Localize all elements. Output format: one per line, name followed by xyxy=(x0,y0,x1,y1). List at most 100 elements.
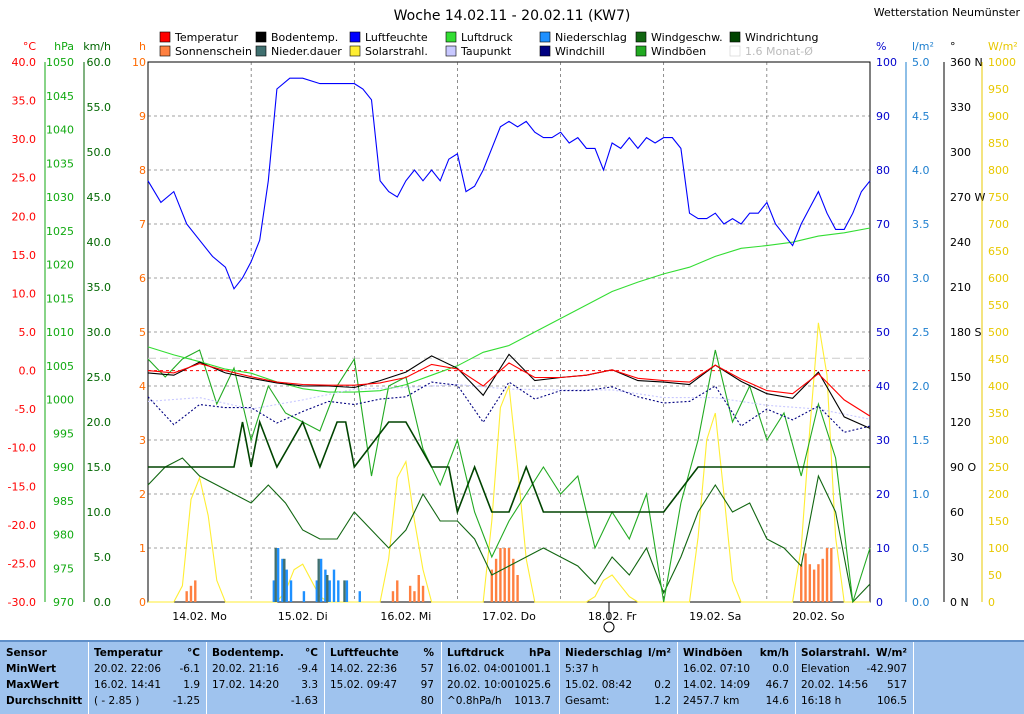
x-tick-label: 17.02. Do xyxy=(482,610,536,623)
temp-axis-tick: 10.0 xyxy=(12,287,37,300)
rain-axis-tick: 3.0 xyxy=(912,272,930,285)
temp-axis-tick: 0.0 xyxy=(19,365,37,378)
stats-label: 5:37 h xyxy=(565,663,599,675)
rain-axis-tick: 2.0 xyxy=(912,380,930,393)
temp-axis-tick: -25.0 xyxy=(8,557,36,570)
stats-column-windboeen: Windböen km/h 16.02. 07:10 0.0 14.02. 14:09 4… xyxy=(683,645,789,709)
stats-unit: km/h xyxy=(759,647,789,659)
stats-title: Temperatur xyxy=(94,647,163,659)
direction-axis-tick: 30 xyxy=(950,551,964,564)
humidity-axis-tick: 20 xyxy=(876,488,890,501)
solar-axis-tick: 250 xyxy=(988,461,1009,474)
sonnenschein-bar xyxy=(817,564,820,602)
stats-row: 5:37 h xyxy=(565,661,671,677)
legend-label: Windgeschw. xyxy=(651,31,723,44)
niederschlag-bar xyxy=(345,580,349,602)
legend-swatch xyxy=(635,45,647,57)
humidity-axis-tick: 80 xyxy=(876,164,890,177)
temp-axis-tick: 25.0 xyxy=(12,172,37,185)
luftdruck-line xyxy=(147,227,871,393)
direction-axis-unit: ° xyxy=(950,40,956,53)
sonnenschein-bar xyxy=(494,558,498,602)
stats-column-luftfeuchte: Luftfeuchte% 14.02. 22:36 57 15.02. 09:47 97… xyxy=(330,645,434,709)
stats-column-bodentemp: Bodentemp. °C 20.02. 21:16 -9.4 17.02. 14:20… xyxy=(212,645,318,709)
temp-axis-tick: 20.0 xyxy=(12,210,37,223)
pressure-axis-tick: 980 xyxy=(53,529,74,542)
pressure-axis-tick: 1020 xyxy=(46,259,74,272)
legend-label: Windchill xyxy=(555,45,605,58)
stats-row: 14.02. 22:36 57 xyxy=(330,661,434,677)
pressure-axis-tick: 1025 xyxy=(46,225,74,238)
sonnenschein-bar xyxy=(516,575,519,602)
stats-row: ^0.8hPa/h 1013.7 xyxy=(447,693,551,709)
x-tick-label: 20.02. So xyxy=(792,610,844,623)
legend-label: Sonnenschein xyxy=(175,45,252,58)
wind-axis-unit: km/h xyxy=(83,40,111,53)
station-name: Wetterstation Neumünster xyxy=(874,6,1021,19)
solar-axis-tick: 200 xyxy=(988,488,1009,501)
solar-axis-tick: 750 xyxy=(988,191,1009,204)
temp-axis-tick: -30.0 xyxy=(8,596,36,609)
pressure-axis-tick: 970 xyxy=(53,596,74,609)
stats-header: Luftdruck hPa xyxy=(447,645,551,661)
sonnenschein-bar xyxy=(800,564,803,602)
temp-axis-tick: -10.0 xyxy=(8,442,36,455)
chart-axes: 40.035.030.025.020.015.010.05.00.0-5.0-1… xyxy=(8,40,1018,609)
niederschlag-bar xyxy=(272,580,276,602)
direction-axis-tick: 90 O xyxy=(950,461,976,474)
taupunkt-line xyxy=(147,383,871,420)
humidity-axis-tick: 90 xyxy=(876,110,890,123)
legend-label: Windrichtung xyxy=(745,31,818,44)
wind-axis-tick: 15.0 xyxy=(87,461,112,474)
stats-header: Bodentemp. °C xyxy=(212,645,318,661)
stats-row: 20.02. 10:00 1025.6 xyxy=(447,677,551,693)
stats-value: 14.6 xyxy=(765,695,789,707)
nieder-dauer-bar xyxy=(317,558,320,602)
stats-header: Windböen km/h xyxy=(683,645,789,661)
rain-axis-tick: 5.0 xyxy=(912,56,930,69)
legend-label: Niederschlag xyxy=(555,31,627,44)
pressure-axis-tick: 1040 xyxy=(46,124,74,137)
stats-row: 20.02. 21:16 -9.4 xyxy=(212,661,318,677)
sun-axis-tick: 2 xyxy=(139,488,146,501)
wind-axis-tick: 30.0 xyxy=(87,326,112,339)
stats-label: 20.02. 14:56 xyxy=(801,679,868,691)
stats-title: Solarstrahl. xyxy=(801,647,871,659)
stats-value: -6.1 xyxy=(179,663,201,675)
legend-swatch xyxy=(349,31,361,43)
stats-label: Gesamt: xyxy=(565,695,610,707)
solar-axis-tick: 600 xyxy=(988,272,1009,285)
x-tick-label: 19.02. Sa xyxy=(689,610,741,623)
pressure-axis-tick: 1010 xyxy=(46,326,74,339)
sonnenschein-bar xyxy=(812,569,816,602)
legend-swatch xyxy=(445,31,457,43)
solar-axis-tick: 900 xyxy=(988,110,1009,123)
pressure-axis-tick: 995 xyxy=(53,427,74,440)
stats-row: 15.02. 08:42 0.2 xyxy=(565,677,671,693)
stats-unit: °C xyxy=(187,647,200,659)
sun-axis-unit: h xyxy=(139,40,146,53)
nieder-dauer-bar xyxy=(343,580,346,602)
stats-row: 16:18 h 106.5 xyxy=(801,693,907,709)
legend-label: Bodentemp. xyxy=(271,31,338,44)
legend-label: Temperatur xyxy=(174,31,239,44)
rain-axis-unit: l/m² xyxy=(912,40,934,53)
legend-swatch xyxy=(729,45,741,57)
pressure-axis-unit: hPa xyxy=(54,40,74,53)
stats-label: 20.02. 10:00 xyxy=(447,679,514,691)
rain-axis-tick: 0.0 xyxy=(912,596,930,609)
stats-header: Sensor xyxy=(6,645,80,661)
direction-axis-tick: 180 S xyxy=(950,326,981,339)
stats-title: Bodentemp. xyxy=(212,647,284,659)
stats-row: MaxWert xyxy=(6,677,80,693)
stats-row: 2457.7 km 14.6 xyxy=(683,693,789,709)
stats-row: 80 xyxy=(330,693,434,709)
direction-axis-tick: 330 xyxy=(950,101,971,114)
sun-axis-tick: 10 xyxy=(132,56,146,69)
pressure-axis-tick: 1005 xyxy=(46,360,74,373)
niederschlag-bar xyxy=(302,591,306,602)
temp-axis-tick: -15.0 xyxy=(8,480,36,493)
stats-unit: hPa xyxy=(529,647,551,659)
temp-axis-tick: 5.0 xyxy=(19,326,37,339)
sun-axis-tick: 9 xyxy=(139,110,146,123)
